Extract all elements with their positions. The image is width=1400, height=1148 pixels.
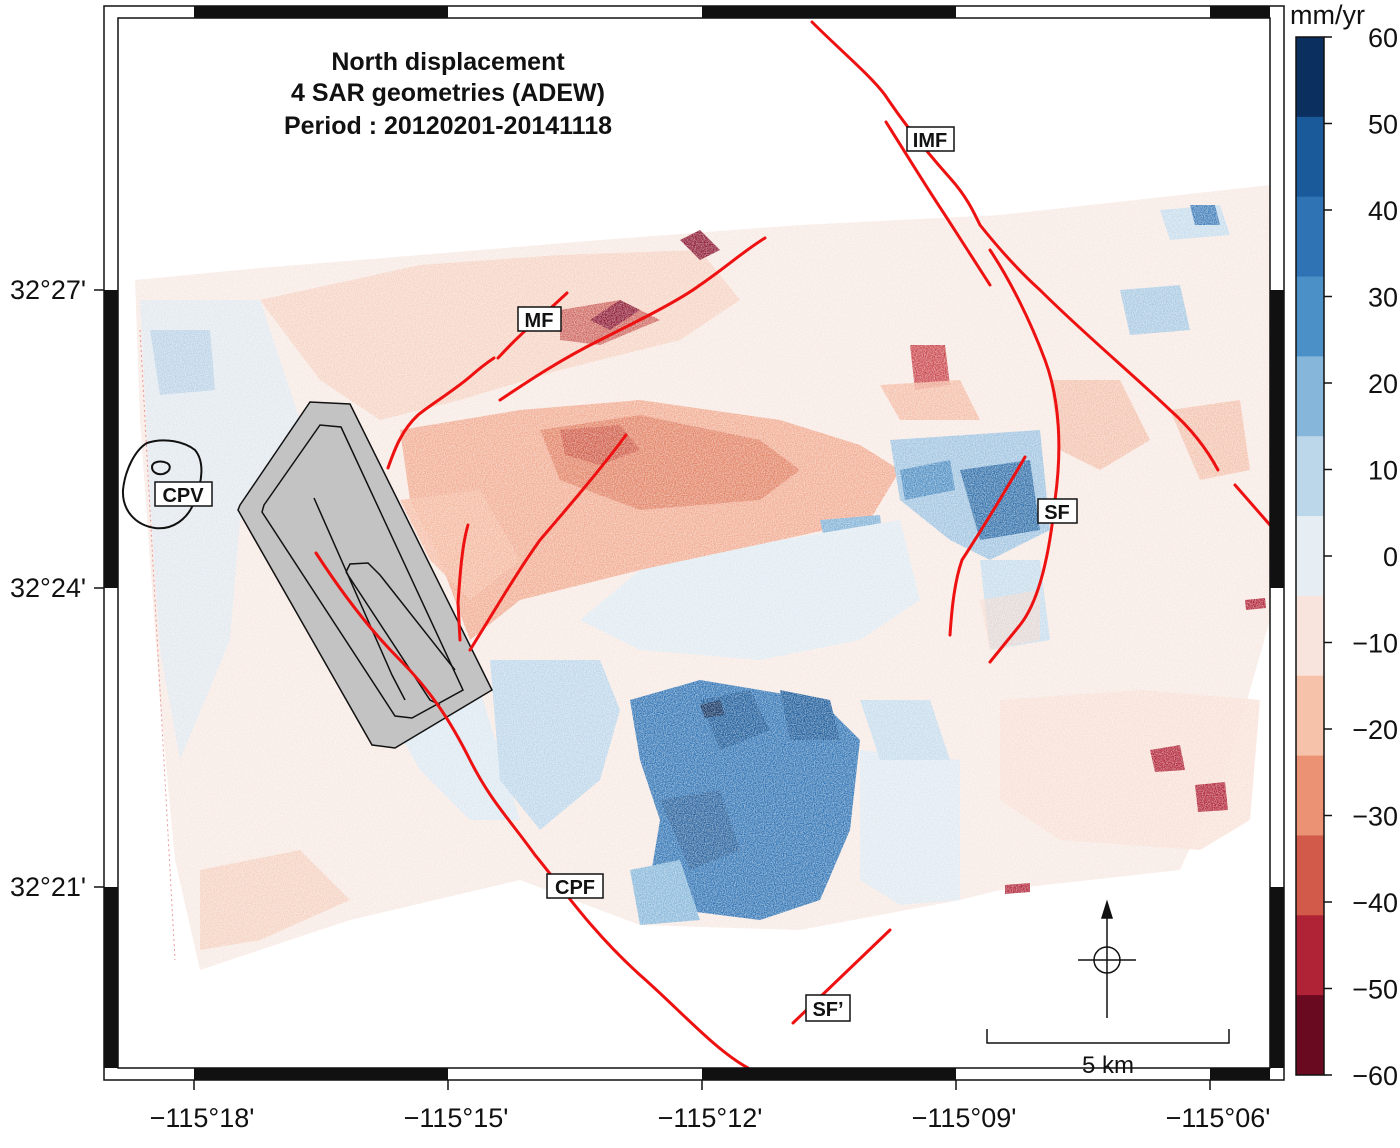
geothermal-field-polygon [237,401,493,749]
colorbar-swatch [1296,276,1324,357]
svg-text:MF: MF [525,310,554,332]
y-axis-labels: 32°27' 32°24' 32°21' [10,275,86,902]
fault-label-cpv: CPV [154,481,213,507]
fault-label-mf: MF [517,306,562,332]
y-tick-label: 32°27' [10,275,86,305]
colorbar-swatch [1296,356,1324,437]
colorbar-tick-label: −30 [1352,802,1398,832]
x-tick-label: −115°09' [912,1103,1017,1133]
colorbar-tick-label: −60 [1352,1061,1398,1091]
colorbar-swatch [1296,595,1324,677]
colorbar-swatch [1296,196,1324,278]
north-arrow-icon [1078,899,1136,1018]
cpf-fault-line [314,551,750,1070]
colorbar-swatch [1296,436,1324,517]
colorbar-swatch [1296,915,1324,996]
svg-text:SF: SF [1044,502,1070,524]
colorbar-tick-label: −10 [1352,629,1398,659]
fault-traces [314,20,1272,1070]
imf-fault-line-b [884,120,992,287]
imf-fault-line-c [1233,483,1272,527]
mf-fault-line-d [456,523,470,642]
svg-text:CPF: CPF [555,877,595,899]
colorbar-swatch [1296,675,1324,757]
x-tick-label: −115°12' [658,1103,763,1133]
title-line-1: North displacement [331,48,565,76]
colorbar-tick-label: 20 [1368,369,1398,399]
x-tick-label: −115°15' [404,1103,509,1133]
scale-bar-label: 5 km [1082,1052,1134,1079]
x-tick-label: −115°06' [1166,1103,1271,1133]
mf-fault-line-a [498,236,767,402]
swath-edge-line [139,329,176,961]
sf-fault-line-a [988,248,1061,664]
colorbar-swatch [1296,37,1324,118]
fault-label-cpf: CPF [546,873,604,899]
title-line-3: Period : 20120201-20141118 [284,112,612,140]
fault-label-sf-prime: SF’ [805,994,851,1022]
svg-text:SF’: SF’ [812,999,843,1021]
x-tick-label: −115°18' [150,1103,255,1133]
svg-text:IMF: IMF [913,130,947,152]
colorbar: mm/yr 60 50 40 30 20 10 0 −10 −20 −30 −40 −50 −60 [1290,0,1398,1091]
colorbar-tick-label: −20 [1352,715,1398,745]
x-axis-labels: −115°18' −115°15' −115°12' −115°09' −115… [150,1103,1271,1133]
mf-fault-line-c [386,356,496,470]
colorbar-swatch [1296,516,1324,597]
map-frame [94,5,1285,1090]
map-title: North displacement 4 SAR geometries (ADE… [284,48,612,140]
y-tick-label: 32°21' [10,872,86,902]
fault-label-imf: IMF [906,126,955,152]
y-tick-label: 32°24' [10,573,86,603]
colorbar-tick-label: 60 [1368,23,1398,53]
imf-fault-line [810,20,1220,472]
colorbar-swatch [1296,755,1324,836]
svg-text:CPV: CPV [162,485,204,507]
mf-fault-line-e [468,433,628,652]
colorbar-swatch [1296,995,1324,1076]
fault-label-sf: SF [1037,498,1078,524]
colorbar-tick-label: 0 [1383,542,1398,572]
colorbar-unit: mm/yr [1290,0,1365,30]
sf-fault-line-b [948,455,1027,637]
colorbar-tick-label: 10 [1368,456,1398,486]
colorbar-swatch [1296,116,1324,198]
colorbar-swatch [1296,835,1324,916]
colorbar-tick-label: 50 [1368,110,1398,140]
colorbar-swatches [1296,37,1324,1076]
colorbar-tick-label: 30 [1368,283,1398,313]
colorbar-tick-label: −40 [1352,888,1398,918]
colorbar-tick-label: 40 [1368,196,1398,226]
colorbar-tick-label: −50 [1352,975,1398,1005]
scale-bar: 5 km [986,1029,1230,1079]
cpv-volcano-outline [121,439,203,530]
title-line-2: 4 SAR geometries (ADEW) [291,79,605,107]
